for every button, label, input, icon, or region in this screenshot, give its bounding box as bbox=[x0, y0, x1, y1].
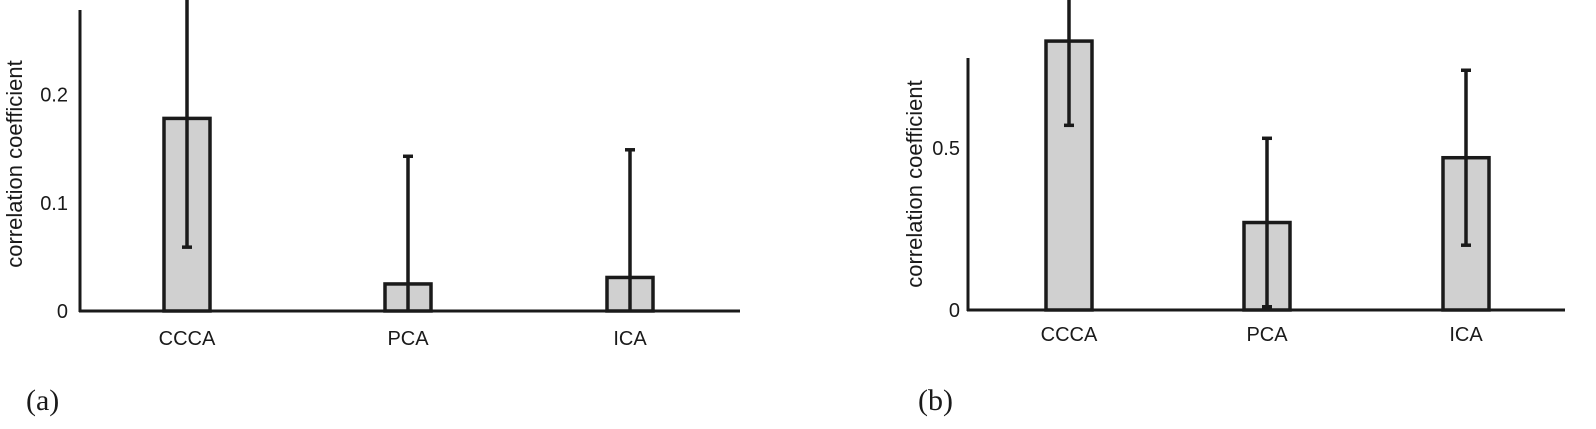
y-tick-label: 0.5 bbox=[932, 138, 960, 160]
y-tick-label: 0 bbox=[949, 300, 960, 322]
chart-panel-a: correlation coefficient00.10.20.30.4CCCA… bbox=[2, 0, 740, 417]
x-category-label-ica: ICA bbox=[1449, 324, 1483, 346]
x-category-label-ccca: CCCA bbox=[1041, 324, 1098, 346]
x-category-label-ccca: CCCA bbox=[159, 328, 216, 350]
y-tick-label: 0.1 bbox=[40, 193, 68, 215]
panel-label: (b) bbox=[918, 384, 953, 417]
x-category-label-ica: ICA bbox=[613, 328, 647, 350]
x-category-label-pca: PCA bbox=[1246, 324, 1288, 346]
y-tick-label: 0.2 bbox=[40, 85, 68, 107]
y-tick-label: 0 bbox=[57, 301, 68, 323]
x-category-label-pca: PCA bbox=[387, 328, 429, 350]
y-axis-label: correlation coefficient bbox=[902, 80, 927, 288]
y-axis-label: correlation coefficient bbox=[2, 60, 27, 268]
chart-panel-b: correlation coefficient00.51CCCAPCAICA**… bbox=[902, 0, 1565, 417]
panel-label: (a) bbox=[26, 384, 59, 417]
